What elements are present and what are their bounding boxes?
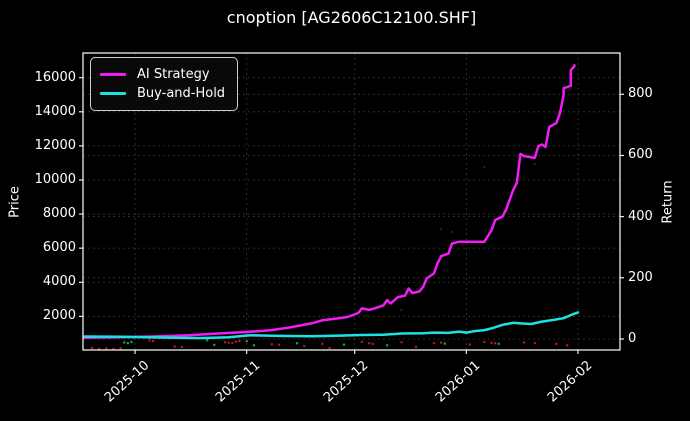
y-right-tick-label: 200 bbox=[628, 269, 653, 285]
y-left-tick-label: 4000 bbox=[42, 274, 76, 290]
y-left-tick-label: 12000 bbox=[34, 137, 76, 153]
y-axis-label-return: Return bbox=[660, 180, 676, 224]
legend-line-buy-and-hold bbox=[100, 92, 126, 95]
legend-label-ai-strategy: AI Strategy bbox=[137, 67, 210, 82]
y-left-tick-label: 6000 bbox=[42, 240, 76, 256]
legend: AI Strategy Buy-and-Hold bbox=[90, 57, 239, 111]
y-right-tick-label: 600 bbox=[628, 147, 653, 163]
legend-item-ai-strategy: AI Strategy bbox=[100, 65, 225, 84]
legend-item-buy-and-hold: Buy-and-Hold bbox=[100, 84, 225, 103]
y-left-tick-label: 10000 bbox=[34, 171, 76, 187]
y-left-tick-label: 16000 bbox=[34, 69, 76, 85]
y-left-tick-label: 8000 bbox=[42, 206, 76, 222]
y-right-tick-label: 800 bbox=[628, 86, 653, 102]
legend-line-ai-strategy bbox=[100, 73, 126, 76]
y-left-tick-label: 14000 bbox=[34, 103, 76, 119]
y-axis-label-price: Price bbox=[7, 186, 23, 218]
chart-title: cnoption [AG2606C12100.SHF] bbox=[226, 8, 477, 27]
y-right-tick-label: 0 bbox=[628, 330, 637, 346]
y-left-tick-label: 2000 bbox=[42, 308, 76, 324]
y-right-tick-label: 400 bbox=[628, 208, 653, 224]
legend-label-buy-and-hold: Buy-and-Hold bbox=[137, 86, 226, 101]
